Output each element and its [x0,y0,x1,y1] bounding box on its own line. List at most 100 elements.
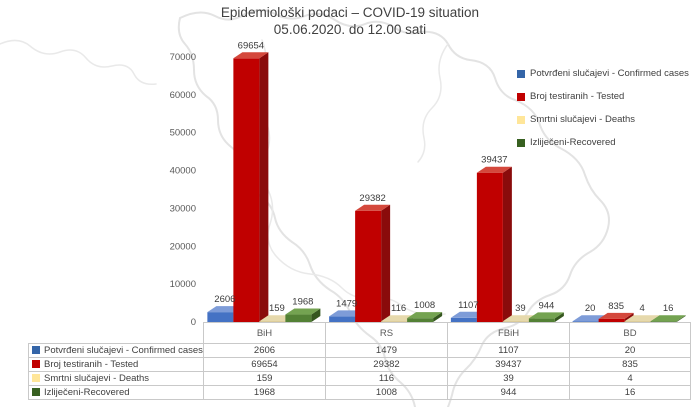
bar-BiH-series3 [285,308,321,322]
bar-FBiH-series3 [528,312,564,322]
bar-value-label: 69654 [238,40,264,51]
table-value-cell: 1107 [447,343,570,358]
y-axis-tick-label: 60000 [170,90,196,101]
bar-front-face [285,314,312,322]
bar-side-face [554,312,564,322]
table-value-cell: 1008 [325,385,448,400]
bar-series-group [207,52,686,323]
table-row-label: Broj testiranih - Tested [28,357,204,372]
bar-BD-series3 [650,315,686,322]
bar-side-face [433,312,443,322]
bar-value-label: 2606 [214,294,235,305]
table-value-cell: 4 [569,371,691,386]
bar-front-face [476,172,503,322]
table-key-swatch [32,374,40,383]
table-value-cell: 116 [325,371,448,386]
table-value-cell: 944 [447,385,570,400]
bar-FBiH-series1 [476,166,512,322]
bar-side-face [259,52,269,323]
table-value-cell: 39437 [447,357,570,372]
table-value-cell: 1479 [325,343,448,358]
legend-item: Izliječeni-Recovered [517,131,689,154]
table-value-cell: 29382 [325,357,448,372]
bar-front-face [624,321,651,322]
table-blank-cell [28,322,204,344]
chart-data-table: BiH RS FBiH BD Potvrđeni slučajevi - Confirm… [28,322,691,400]
table-value-cell: 39 [447,371,570,386]
bar-BiH-series1 [233,52,269,323]
table-key-swatch [32,360,40,369]
bar-value-label: 4 [639,303,644,314]
bar-front-face [598,318,625,322]
bar-front-face [329,316,356,322]
bar-side-face [381,204,391,322]
table-row-label: Izliječeni-Recovered [28,385,204,400]
bar-front-face [650,321,677,322]
table-row: Izliječeni-Recovered 1968 1008 944 16 [28,385,691,400]
table-row-label: Smrtni slučajevi - Deaths [28,371,204,386]
bar-front-face [528,318,555,322]
bar-front-face [381,321,408,322]
bar-value-label: 20 [585,303,596,314]
bar-front-face [259,321,286,322]
legend-item: Potvrđeni slučajevi - Confirmed cases [517,62,689,85]
bar-value-label: 39 [515,303,526,314]
bar-front-face [355,210,382,322]
legend-key-swatch [517,69,525,78]
table-value-cell: 69654 [203,357,326,372]
bar-front-face [502,321,529,322]
bar-value-label: 16 [663,303,674,314]
legend-key-swatch [517,115,525,124]
bar-front-face [572,321,599,322]
table-value-cell: 16 [569,385,691,400]
table-value-cell: 159 [203,371,326,386]
bar-value-label: 944 [538,300,554,311]
bar-top-face [285,308,321,315]
y-axis-tick-label: 30000 [170,203,196,214]
bar-side-face [311,308,321,322]
table-category-header: BD [569,322,691,344]
legend-label: Broj testiranih - Tested [530,91,625,102]
table-category-header: FBiH [447,322,570,344]
table-value-cell: 1968 [203,385,326,400]
bar-front-face [233,58,260,323]
bar-top-face [355,204,391,211]
y-axis-tick-label: 70000 [170,52,196,63]
table-row-label: Potvrđeni slučajevi - Confirmed cases [28,343,204,358]
y-axis-tick-label: 40000 [170,166,196,177]
legend-item: Broj testiranih - Tested [517,85,689,108]
table-key-swatch [32,388,40,397]
bar-side-face [502,166,512,322]
legend-key-swatch [517,92,525,101]
y-axis-tick-label: 10000 [170,279,196,290]
bar-top-face [650,315,686,322]
legend-key-swatch [517,138,525,147]
bar-top-face [598,312,634,319]
table-category-header: BiH [203,322,326,344]
bar-value-label: 29382 [359,193,385,204]
bar-top-face [233,52,269,59]
table-value-cell: 835 [569,357,691,372]
legend-label: Smrtni slučajevi - Deaths [530,114,636,125]
bar-top-face [528,312,564,319]
bar-front-face [407,318,434,322]
bar-RS-series1 [355,204,391,322]
bar-value-label: 1479 [336,298,357,309]
bar-value-label: 116 [391,303,406,314]
bar-RS-series3 [407,312,443,322]
bar-top-face [624,315,660,322]
bar-value-label: 159 [269,303,285,314]
table-key-swatch [32,346,40,355]
bar-value-label: 835 [608,301,624,312]
legend-item: Smrtni slučajevi - Deaths [517,108,689,131]
bar-front-face [450,317,477,322]
chart-title: Epidemiološki podaci – COVID-19 situatio… [220,5,480,20]
table-row: Potvrđeni slučajevi - Confirmed cases 260… [28,343,691,358]
bar-value-label: 1107 [458,300,478,311]
bar-value-label: 1008 [414,300,435,311]
table-row: Smrtni slučajevi - Deaths 159 116 39 4 [28,371,691,386]
